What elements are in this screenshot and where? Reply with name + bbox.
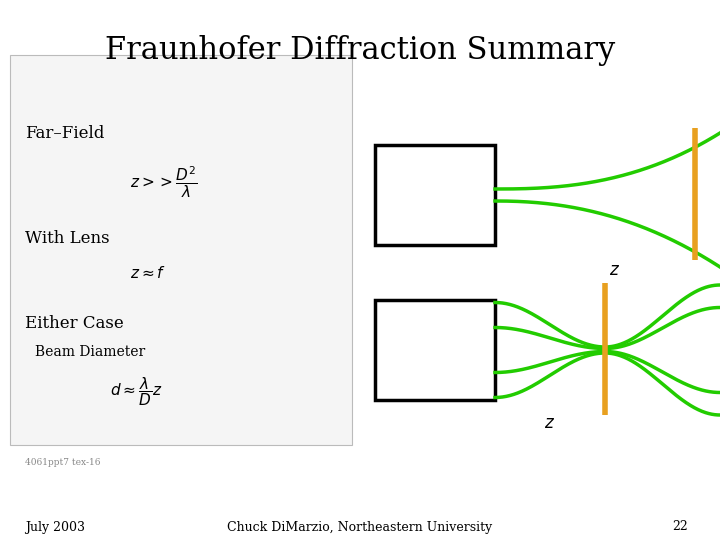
Text: Fraunhofer Diffraction Summary: Fraunhofer Diffraction Summary (105, 35, 615, 66)
Bar (10, 55, 352, 445)
Text: Chuck DiMarzio, Northeastern University: Chuck DiMarzio, Northeastern University (228, 521, 492, 534)
Text: Far–Field: Far–Field (25, 125, 104, 142)
Text: 4061ppt7 tex-16: 4061ppt7 tex-16 (25, 458, 101, 467)
Text: $d \approx \dfrac{\lambda}{D} z$: $d \approx \dfrac{\lambda}{D} z$ (110, 375, 162, 408)
Text: July 2003: July 2003 (25, 521, 85, 534)
Text: With Lens: With Lens (25, 230, 109, 247)
Text: Either Case: Either Case (25, 315, 124, 332)
Text: $z \approx f$: $z \approx f$ (130, 265, 166, 281)
Bar (375, 145, 495, 245)
Text: $z$: $z$ (544, 415, 556, 432)
Text: Beam Diameter: Beam Diameter (35, 345, 145, 359)
Text: $z$: $z$ (609, 262, 621, 279)
Text: $z >> \dfrac{D^2}{\lambda}$: $z >> \dfrac{D^2}{\lambda}$ (130, 165, 197, 200)
Bar (375, 300, 495, 400)
Text: 22: 22 (672, 521, 688, 534)
